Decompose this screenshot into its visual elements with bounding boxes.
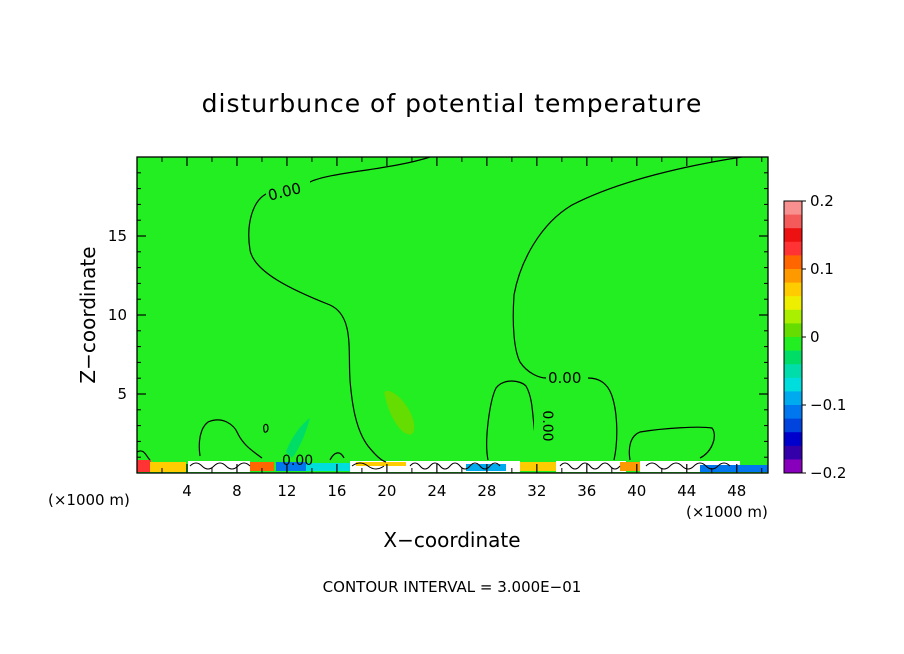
- x-tick-label-12: 12: [277, 482, 296, 500]
- x-axis: 4 8 12 16 20 24 28 32 36 40 44 48: [161, 157, 763, 500]
- contour-zero-left: [248, 157, 431, 463]
- surface-yellow-left: [150, 462, 186, 472]
- surface-contour-scribble: [189, 462, 731, 470]
- surface-white-1: [188, 461, 250, 472]
- colorbar-tick-label-4: −0.2: [810, 464, 846, 482]
- colorbar-tick-label-0: 0.2: [810, 192, 834, 210]
- colorbar-swatch-19: [784, 459, 802, 474]
- x-tick-label-24: 24: [427, 482, 446, 500]
- colorbar-swatch-14: [784, 391, 802, 406]
- colorbar-swatch-4: [784, 255, 802, 270]
- x-tick-label-36: 36: [577, 482, 596, 500]
- colorbar-swatch-5: [784, 269, 802, 284]
- contour-label-3: 0.00: [539, 410, 555, 441]
- surface-red-left: [137, 460, 151, 472]
- x-tick-label-40: 40: [627, 482, 646, 500]
- colorbar-swatch-3: [784, 241, 802, 256]
- plot-area: 0.00 0.00 0.00 0.00: [137, 157, 768, 473]
- contour-small-ring: [263, 423, 269, 433]
- surface-blue-1: [276, 462, 306, 471]
- anomaly-blob-negative: [286, 418, 310, 458]
- surface-layer: [137, 460, 768, 473]
- surface-cyan-1: [306, 463, 350, 471]
- contour-left-lobe: [198, 419, 263, 459]
- field-background: [137, 157, 768, 473]
- colorbar-swatch-2: [784, 228, 802, 243]
- colorbar-swatch-15: [784, 405, 802, 420]
- contour-labels: 0.00 0.00 0.00 0.00: [266, 179, 588, 469]
- x-axis-label: X−coordinate: [383, 528, 520, 552]
- x-tick-label-16: 16: [327, 482, 346, 500]
- contour-label-bg-2: [546, 368, 588, 386]
- chart-title: disturbunce of potential temperature: [202, 89, 703, 118]
- x-tick-label-44: 44: [677, 482, 696, 500]
- colorbar-swatch-11: [784, 350, 802, 365]
- colorbar-swatch-18: [784, 445, 802, 460]
- surface-white-2: [350, 461, 440, 472]
- surface-orange-2: [620, 462, 640, 471]
- surface-blue-2: [466, 464, 506, 471]
- surface-white-5: [640, 461, 740, 472]
- colorbar-tick-label-1: 0.1: [810, 260, 834, 278]
- y-tick-label-10: 10: [108, 306, 127, 324]
- colorbar-swatch-13: [784, 377, 802, 392]
- contour-surface-left: [137, 450, 345, 461]
- y-tick-label-5: 5: [117, 385, 127, 403]
- x-tick-label-4: 4: [182, 482, 192, 500]
- colorbar-swatch-6: [784, 282, 802, 297]
- surface-yellow-2: [356, 462, 406, 466]
- x-tick-label-20: 20: [377, 482, 396, 500]
- x-tick-label-28: 28: [477, 482, 496, 500]
- surface-yellow-3: [520, 462, 556, 471]
- colorbar-swatch-8: [784, 309, 802, 324]
- contour-zero-right: [512, 157, 743, 461]
- x-tick-label-8: 8: [232, 482, 242, 500]
- contour-label-2: 0.00: [548, 369, 581, 387]
- contour-interval-footer: CONTOUR INTERVAL = 3.000E−01: [323, 578, 582, 596]
- colorbar-tick-label-3: −0.1: [810, 396, 846, 414]
- colorbar-swatch-7: [784, 296, 802, 311]
- colorbar-swatch-1: [784, 214, 802, 229]
- surface-blue-3: [700, 465, 768, 472]
- colorbar-swatch-12: [784, 364, 802, 379]
- colorbar-swatch-16: [784, 418, 802, 433]
- x-unit-right: (×1000 m): [686, 503, 768, 521]
- surface-orange-1: [250, 462, 274, 471]
- colorbar: 0.2 0.1 0 −0.1 −0.2: [783, 192, 846, 482]
- x-unit-left: (×1000 m): [48, 491, 130, 509]
- contour-right-lobe: [628, 426, 715, 461]
- colorbar-swatch-0: [784, 201, 802, 216]
- x-tick-label-48: 48: [727, 482, 746, 500]
- contour-lines: [137, 157, 743, 463]
- contour-mid-lobe: [486, 380, 537, 461]
- anomaly-blob-positive: [384, 390, 415, 435]
- colorbar-swatch-9: [784, 323, 802, 338]
- y-axis-label: Z−coordinate: [76, 246, 100, 383]
- contour-label-bg-3: [534, 412, 552, 452]
- contour-label-4: 0.00: [282, 453, 313, 469]
- y-axis: 5 10 15: [108, 172, 768, 458]
- colorbar-swatch-17: [784, 432, 802, 447]
- y-tick-label-15: 15: [108, 227, 127, 245]
- colorbar-swatch-10: [784, 337, 802, 352]
- x-tick-label-32: 32: [527, 482, 546, 500]
- colorbar-tick-label-2: 0: [810, 328, 820, 346]
- contour-label-bg-1: [266, 180, 310, 196]
